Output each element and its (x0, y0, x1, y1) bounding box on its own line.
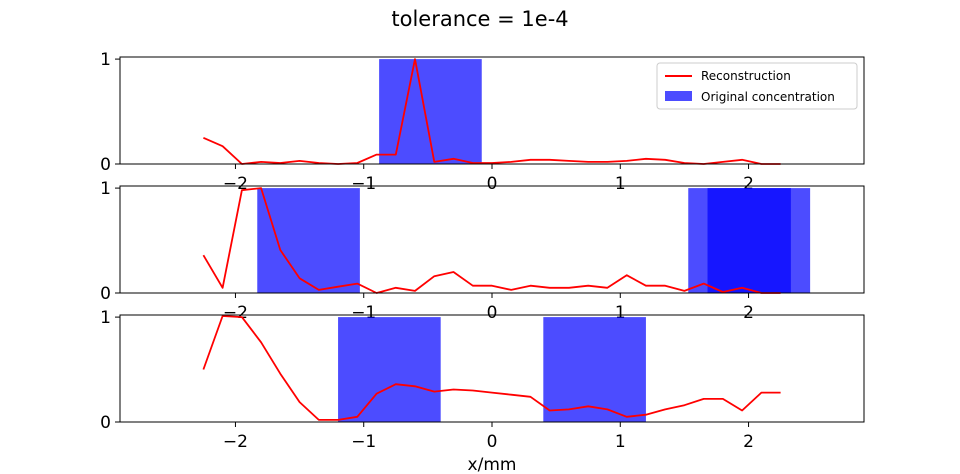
x-tick-label-2: 0 (487, 303, 498, 323)
x-tick-label-3: 1 (615, 432, 626, 452)
original-bar-2-1 (257, 188, 360, 293)
original-bar-1-1 (379, 59, 482, 164)
y-tick-label-1: 0 (100, 155, 111, 175)
y-tick-label-3: 0 (100, 413, 111, 433)
x-tick-label-1: 2 (743, 174, 754, 194)
legend-label-original: Original concentration (701, 90, 835, 104)
y-tick-label-2: 0 (100, 284, 111, 304)
subplot-2: −2 −1 0 1 201 (100, 179, 865, 323)
legend-swatch-original (665, 91, 692, 101)
original-bar-2-3 (707, 188, 811, 293)
x-tick-label-2: 2 (743, 303, 754, 323)
reconstruction-line-2 (202, 187, 781, 294)
reconstruction-line-3 (202, 315, 781, 421)
legend: Reconstruction Original concentration (656, 62, 858, 110)
y-tick-label-3: 1 (100, 308, 111, 328)
reconstruction-line-1 (203, 58, 781, 165)
chart-title: tolerance = 1e-4 (391, 7, 568, 31)
x-tick-label-3: −2 (223, 432, 248, 452)
x-tick-label-3: −1 (351, 432, 376, 452)
legend-box (656, 62, 858, 110)
subplots: −2 −1 0 1 201−2 −1 0 1 201−2 −1 0 1 201Reconstructio… (100, 50, 865, 452)
x-tick-label-3: 0 (487, 432, 498, 452)
x-tick-label-2: 1 (615, 303, 626, 323)
x-tick-label-1: 1 (615, 174, 626, 194)
y-tick-label-1: 1 (100, 50, 111, 70)
axes-frame-3 (119, 314, 865, 423)
x-tick-label-1: −2 (223, 174, 248, 194)
x-tick-label-3: 2 (743, 432, 754, 452)
y-tick-label-2: 1 (100, 179, 111, 199)
subplot-3: −2 −1 0 1 2 0 1 (100, 308, 865, 452)
legend-label-reconstruction: Reconstruction (701, 69, 791, 83)
x-tick-label-1: 0 (487, 174, 498, 194)
original-bar-3-2 (543, 317, 646, 422)
x-axis-label: x/mm (468, 455, 517, 474)
original-bar-3-1 (338, 317, 441, 422)
